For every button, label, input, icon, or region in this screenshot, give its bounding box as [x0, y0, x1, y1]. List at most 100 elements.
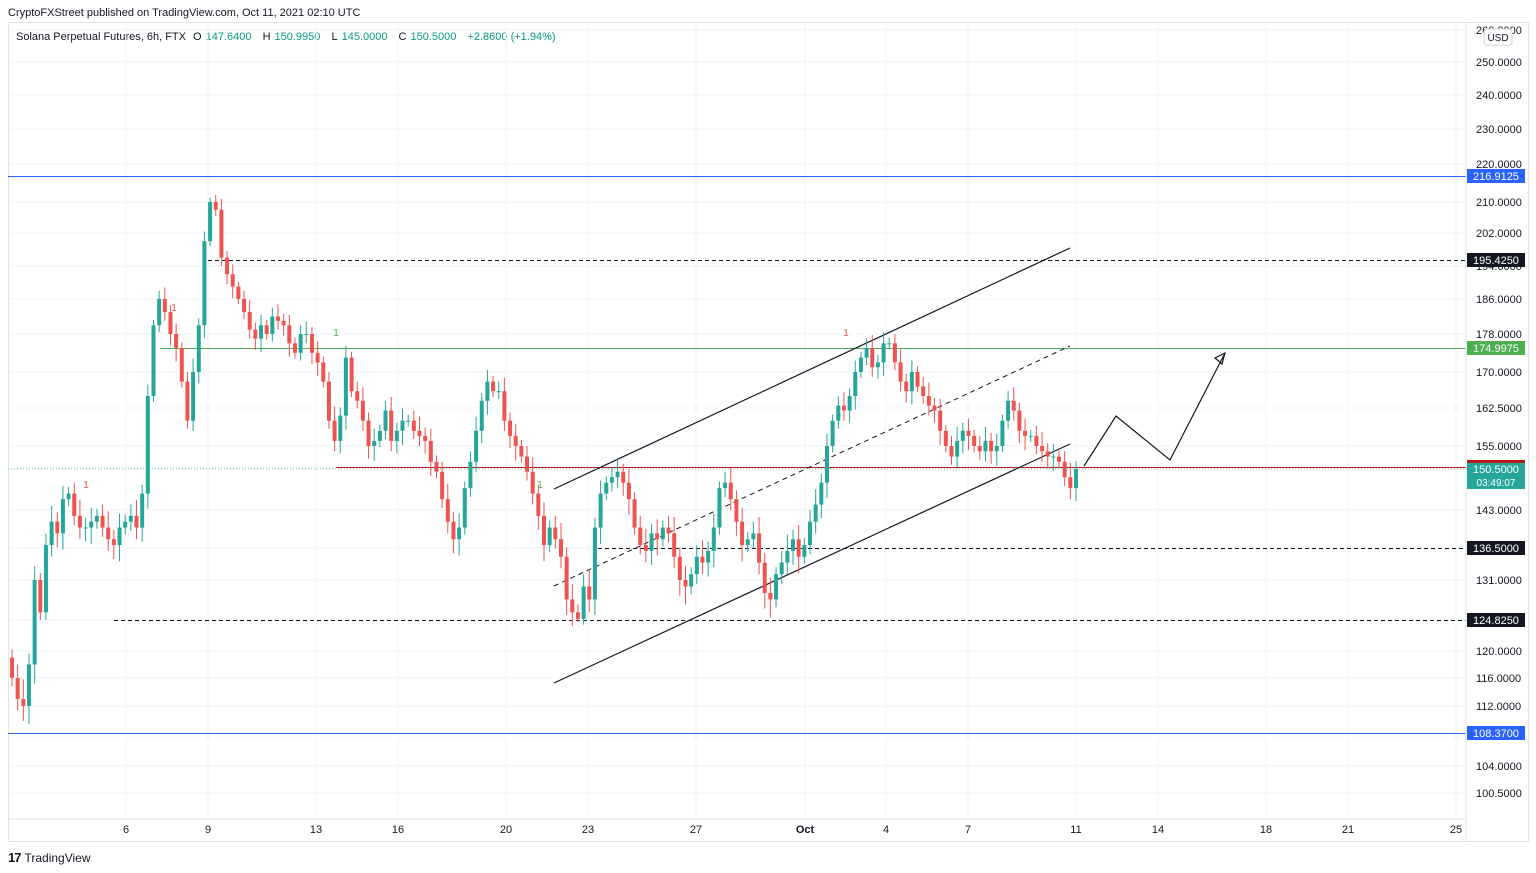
candle [219, 198, 224, 266]
candle [343, 346, 348, 430]
candle [292, 337, 297, 359]
candle [428, 428, 433, 477]
candle [15, 664, 20, 711]
candle [513, 423, 518, 461]
y-tick-label: 143.0000 [1476, 505, 1522, 517]
candle [332, 406, 337, 452]
candle [808, 510, 812, 555]
projection-arrow-head [1213, 351, 1226, 366]
candle [864, 338, 869, 366]
candle [83, 518, 88, 542]
candle [881, 332, 886, 376]
price-tags: 216.9125195.4250174.9975151.0050136.5000… [1467, 169, 1525, 740]
candle [225, 251, 230, 285]
drawings [553, 247, 1226, 684]
candle [649, 524, 654, 565]
close-value: C 150.5000 [398, 31, 457, 43]
candle [1000, 414, 1005, 453]
signal-marker: 1 [537, 480, 543, 491]
x-tick-label: 23 [582, 824, 594, 836]
candle [417, 416, 422, 446]
candle [1045, 442, 1050, 469]
candle [694, 545, 699, 584]
candle [762, 553, 767, 609]
y-tick-label: 155.0000 [1476, 441, 1522, 453]
currency-badge[interactable]: USD [1483, 28, 1513, 46]
grid [8, 22, 1466, 819]
x-tick-label: 25 [1450, 824, 1462, 836]
candle [236, 281, 241, 305]
candle [66, 487, 71, 506]
candle [191, 358, 196, 431]
candle [972, 429, 977, 453]
candle [134, 500, 139, 540]
candle [100, 504, 105, 537]
price-tag: 216.9125 [1467, 169, 1525, 183]
candle [208, 197, 213, 247]
candle [298, 325, 303, 361]
y-tick-label: 250.0000 [1476, 57, 1522, 69]
signal-marker: 1 [843, 328, 849, 339]
candle [26, 653, 31, 724]
candle [355, 381, 360, 409]
candle [525, 446, 530, 481]
candle [372, 428, 377, 461]
candle [575, 604, 580, 622]
candle [949, 435, 954, 465]
candle [530, 457, 535, 505]
candle [547, 520, 552, 553]
candle [779, 550, 784, 584]
candle [21, 679, 26, 721]
candle [677, 547, 682, 596]
x-tick-label: 9 [205, 824, 211, 836]
candle [921, 376, 926, 404]
candle [830, 414, 835, 453]
y-tick-label: 210.0000 [1476, 197, 1522, 209]
candle [485, 370, 490, 415]
candle [587, 569, 592, 613]
candle [140, 484, 145, 542]
candle [123, 514, 128, 535]
candle [151, 320, 156, 402]
channel-lower-line [553, 443, 1071, 684]
x-tick-label: 27 [690, 824, 702, 836]
candle [813, 489, 818, 534]
candle [32, 566, 37, 684]
candle [315, 341, 320, 376]
y-tick-label: 162.5000 [1476, 403, 1522, 415]
candle [994, 433, 999, 466]
candle [185, 372, 190, 429]
candle [626, 469, 631, 515]
candle [394, 422, 399, 454]
candle [162, 287, 167, 321]
open-value: O 147.6400 [193, 31, 252, 43]
high-value: H 150.9950 [262, 31, 321, 43]
y-tick-label: 220.0000 [1476, 159, 1522, 171]
channel-mid-line [553, 345, 1071, 587]
candle [898, 348, 903, 392]
candle [745, 532, 750, 553]
candle [858, 351, 863, 378]
symbol-legend: Solana Perpetual Futures, 6h, FTX O 147.6… [16, 31, 560, 43]
candle [819, 473, 824, 519]
signal-marker: 1 [171, 303, 177, 314]
footer-brand: TradingView [24, 850, 91, 865]
candle [836, 396, 841, 429]
candle [892, 334, 897, 371]
candle [1068, 462, 1073, 500]
candle [847, 388, 852, 423]
candle [598, 480, 603, 544]
candle [321, 356, 326, 388]
candle [966, 418, 971, 451]
candle [38, 573, 43, 620]
candle [791, 529, 796, 565]
candle [536, 484, 541, 530]
candle [989, 432, 994, 464]
candle [553, 515, 558, 549]
candle [360, 387, 365, 431]
time-axis: 6 9 13 16 20 23 27 Oct 4 7 11 14 18 21 25 [123, 824, 1462, 836]
candle [117, 513, 122, 562]
candle [411, 410, 416, 439]
candle [111, 529, 116, 560]
